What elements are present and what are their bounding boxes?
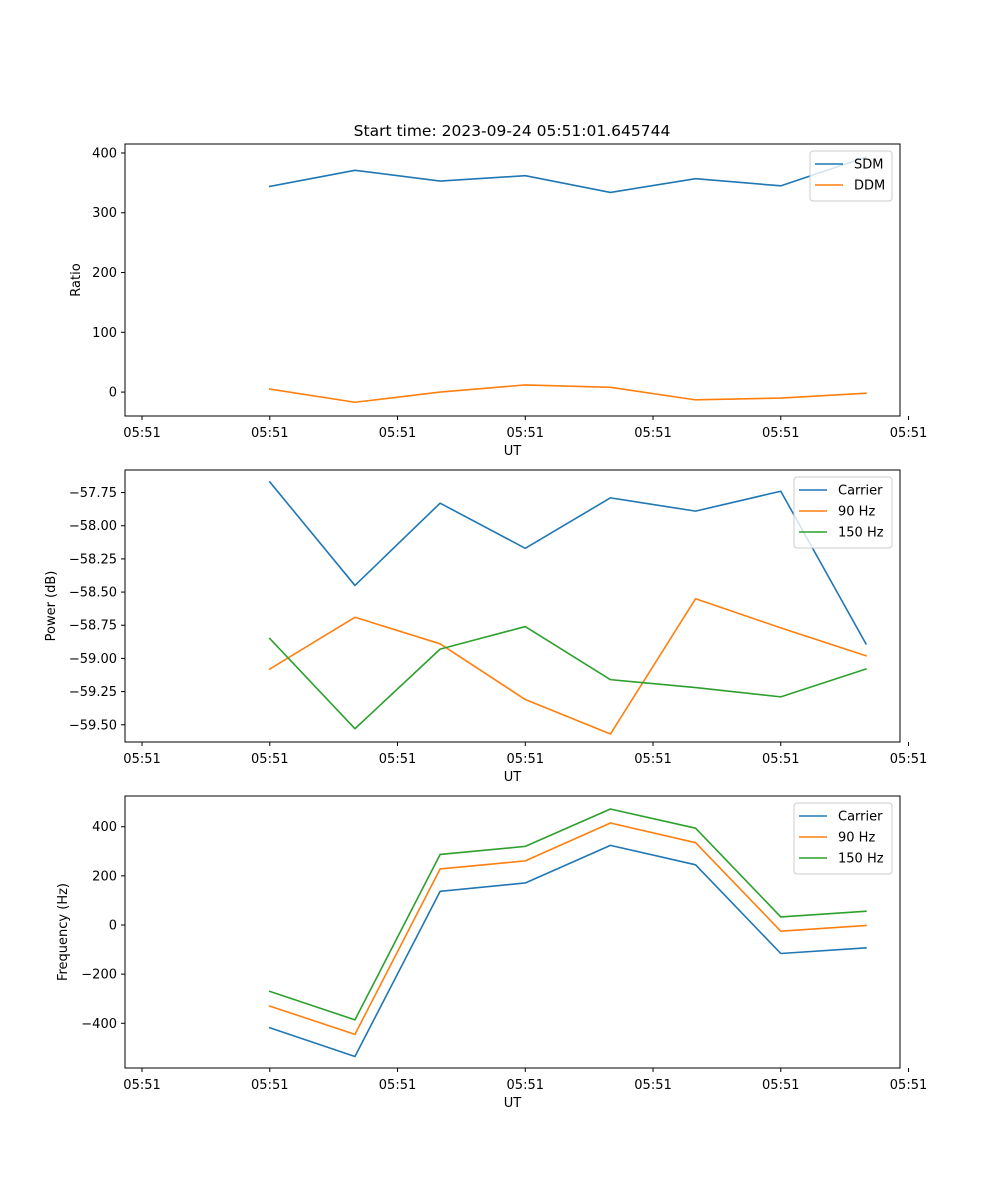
ratio-x-tick-label: 05:51	[634, 426, 671, 441]
ratio-series-sdm-line	[268, 156, 867, 194]
power-x-tick-label: 05:51	[123, 752, 160, 767]
power-y-tick-label: −57.75	[69, 486, 117, 501]
power-y-tick-label: −59.50	[69, 718, 117, 733]
frequency-series-150-hz-line	[268, 808, 867, 1021]
power-y-axis-label: Power (dB)	[44, 571, 59, 642]
ratio-y-tick-label: 200	[92, 266, 117, 281]
power-legend-label-90-hz: 90 Hz	[838, 505, 875, 520]
ratio-legend: SDM DDM	[809, 150, 893, 202]
frequency-legend-label-90-hz: 90 Hz	[838, 831, 875, 846]
frequency-x-tick-label: 05:51	[507, 1078, 544, 1093]
frequency-x-axis-label: UT	[504, 1096, 522, 1111]
ratio-legend-label-ddm: DDM	[854, 179, 885, 194]
frequency-y-tick-label: 0	[109, 918, 117, 933]
power-x-tick-label: 05:51	[890, 752, 927, 767]
power-x-tick-label: 05:51	[251, 752, 288, 767]
frequency-y-tick-label: −200	[81, 968, 117, 983]
ratio-y-tick-label: 0	[109, 386, 117, 401]
frequency-series-carrier-line	[268, 844, 867, 1058]
chart-title: Start time: 2023-09-24 05:51:01.645744	[354, 122, 671, 140]
power-y-tick-label: −59.25	[69, 685, 117, 700]
frequency-x-tick-label: 05:51	[123, 1078, 160, 1093]
power-legend-label-carrier: Carrier	[838, 484, 883, 499]
frequency-y-tick-label: 400	[92, 820, 117, 835]
ratio-panel: 05:51 05:51 05:51 05:51 05:51 05:51 05:51 0 100 2…	[69, 143, 927, 459]
ratio-x-tick-label: 05:51	[890, 426, 927, 441]
power-legend-box	[793, 476, 893, 549]
power-x-tick-label: 05:51	[762, 752, 799, 767]
ratio-x-tick-label: 05:51	[123, 426, 160, 441]
power-legend-label-150-hz: 150 Hz	[838, 526, 884, 541]
ratio-y-tick-label: 100	[92, 326, 117, 341]
frequency-y-tick-label: −400	[81, 1017, 117, 1032]
frequency-x-tick-label: 05:51	[890, 1078, 927, 1093]
frequency-legend: Carrier 90 Hz 150 Hz	[793, 802, 893, 875]
power-y-tick-label: −58.75	[69, 619, 117, 634]
ratio-y-axis-label: Ratio	[69, 263, 84, 296]
power-series-150-hz-line	[268, 625, 867, 730]
power-x-tick-label: 05:51	[634, 752, 671, 767]
power-axes-frame	[124, 469, 901, 743]
frequency-x-tick-label: 05:51	[379, 1078, 416, 1093]
frequency-x-tick-label: 05:51	[251, 1078, 288, 1093]
power-x-axis-label: UT	[504, 770, 522, 785]
power-x-tick-label: 05:51	[507, 752, 544, 767]
power-x-tick-label: 05:51	[379, 752, 416, 767]
frequency-axes-frame	[124, 795, 901, 1069]
ratio-series-ddm-line	[268, 384, 867, 404]
power-series-carrier-line	[268, 480, 868, 645]
frequency-panel: 05:51 05:51 05:51 05:51 05:51 05:51 05:51 −400 −…	[56, 795, 927, 1111]
ratio-axes-frame	[124, 143, 901, 417]
ratio-x-tick-label: 05:51	[251, 426, 288, 441]
frequency-series-90-hz-line	[268, 822, 867, 1036]
power-panel: 05:51 05:51 05:51 05:51 05:51 05:51 05:51 −59.5…	[44, 469, 927, 785]
frequency-legend-box	[793, 802, 893, 875]
frequency-legend-label-carrier: Carrier	[838, 810, 883, 825]
power-y-tick-label: −59.00	[69, 652, 117, 667]
frequency-legend-label-150-hz: 150 Hz	[838, 852, 884, 867]
power-y-tick-label: −58.25	[69, 552, 117, 567]
ratio-x-axis-label: UT	[504, 444, 522, 459]
power-legend: Carrier 90 Hz 150 Hz	[793, 476, 893, 549]
ratio-y-tick-label: 300	[92, 206, 117, 221]
ratio-y-tick-label: 400	[92, 146, 117, 161]
frequency-x-tick-label: 05:51	[762, 1078, 799, 1093]
ratio-legend-label-sdm: SDM	[854, 158, 883, 173]
ratio-x-tick-label: 05:51	[507, 426, 544, 441]
ratio-x-tick-label: 05:51	[762, 426, 799, 441]
power-y-tick-label: −58.00	[69, 519, 117, 534]
frequency-y-axis-label: Frequency (Hz)	[56, 883, 71, 981]
power-series-90-hz-line	[268, 597, 867, 735]
frequency-x-tick-label: 05:51	[634, 1078, 671, 1093]
power-y-tick-label: −58.50	[69, 586, 117, 601]
ratio-x-tick-label: 05:51	[379, 426, 416, 441]
frequency-y-tick-label: 200	[92, 869, 117, 884]
